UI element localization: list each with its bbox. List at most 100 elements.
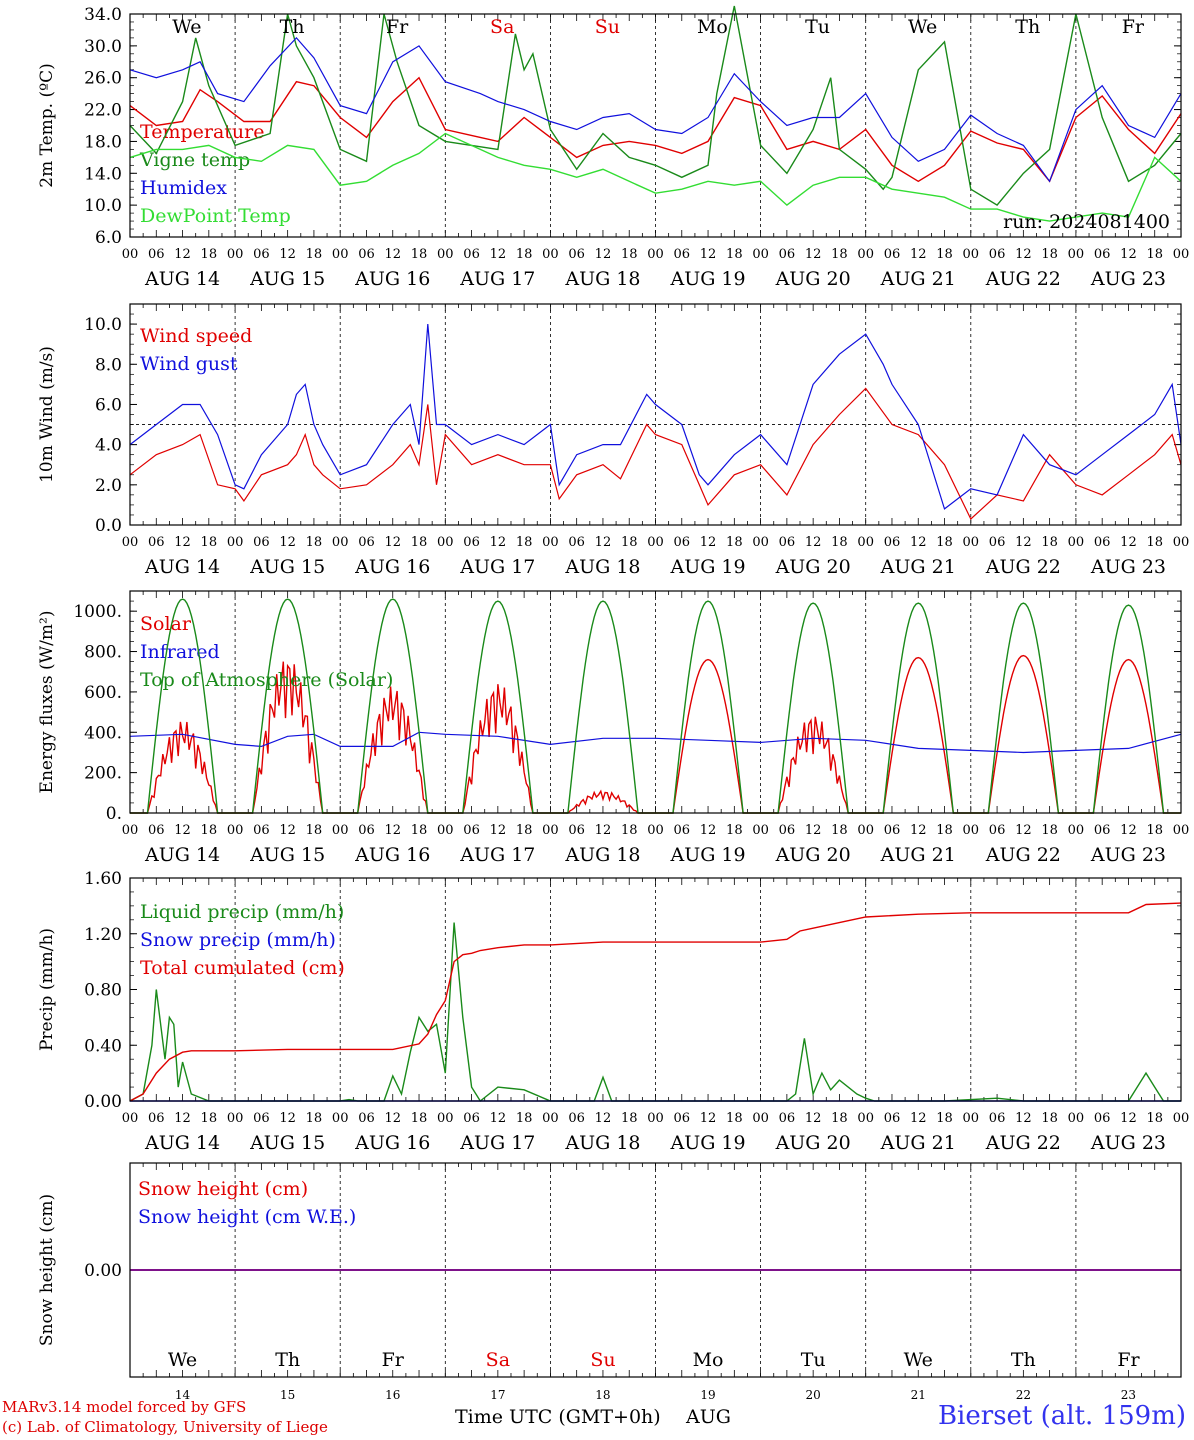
hour-label: 06: [463, 247, 480, 262]
hour-label: 18: [1146, 247, 1163, 262]
hour-label: 06: [989, 823, 1006, 838]
hour-label: 00: [1173, 1111, 1190, 1126]
hour-label: 00: [542, 1111, 559, 1126]
hour-label: 18: [726, 1111, 743, 1126]
hour-label: 06: [358, 1111, 375, 1126]
weekday-label: Th: [1011, 1349, 1036, 1371]
date-label: AUG 20: [775, 1132, 851, 1154]
date-label: AUG 22: [985, 556, 1061, 578]
y-tick-label: 8.0: [95, 355, 122, 375]
hour-label: 18: [411, 535, 428, 550]
date-label: AUG 18: [564, 556, 640, 578]
hour-label: 18: [726, 535, 743, 550]
hour-label: 00: [963, 823, 980, 838]
hour-label: 12: [490, 535, 507, 550]
hour-label: 12: [384, 823, 401, 838]
hour-label: 18: [1041, 535, 1058, 550]
hour-label: 06: [884, 1111, 901, 1126]
hour-label: 12: [1015, 1111, 1032, 1126]
hour-label: 12: [1015, 247, 1032, 262]
hour-label: 12: [279, 247, 296, 262]
weekday-label: Tu: [801, 1349, 826, 1371]
hour-label: 06: [148, 1111, 165, 1126]
day-number-label: 18: [595, 1388, 610, 1402]
date-label: AUG 17: [459, 268, 535, 290]
legend-entry: Temperature: [140, 121, 264, 143]
hour-label: 18: [1041, 823, 1058, 838]
hour-label: 00: [963, 535, 980, 550]
hour-label: 12: [384, 247, 401, 262]
y-tick-label: 0.80: [84, 981, 122, 1001]
hour-label: 12: [805, 823, 822, 838]
panel-frame: [129, 303, 1182, 526]
hour-label: 06: [148, 247, 165, 262]
hour-label: 00: [437, 1111, 454, 1126]
weekday-label: Sa: [490, 16, 514, 38]
panel-frame: [129, 1162, 1182, 1378]
date-label: AUG 19: [669, 844, 745, 866]
day-number-label: 20: [806, 1388, 821, 1402]
hour-label: 18: [621, 1111, 638, 1126]
date-label: AUG 23: [1090, 1132, 1166, 1154]
panel-2: 0.0 2.0 4.0 6.0 8.0 10.0 10m Wind (m/s) Wind sp…: [37, 303, 1189, 578]
y-tick-label: 200.: [84, 764, 122, 784]
hour-label: 00: [437, 247, 454, 262]
hour-label: 06: [884, 535, 901, 550]
hour-label: 12: [910, 823, 927, 838]
y-tick-label: 1000.: [73, 602, 122, 622]
date-label: AUG 15: [249, 844, 325, 866]
hour-label: 00: [542, 535, 559, 550]
y-tick-label: 0.0: [95, 516, 122, 536]
hour-label: 06: [253, 1111, 270, 1126]
weekday-label: We: [172, 16, 201, 38]
panel-3: 0. 200. 400. 600. 800. 1000. Energy fluxes (W/…: [37, 590, 1189, 866]
hour-label: 12: [279, 1111, 296, 1126]
y-axis-label: 10m Wind (m/s): [37, 346, 57, 483]
legend-entry: Solar: [140, 613, 192, 635]
panel-frame: [129, 877, 1182, 1102]
hour-label: 06: [253, 247, 270, 262]
y-tick-label: 0.00: [84, 1092, 122, 1112]
hour-label: 06: [1094, 247, 1111, 262]
hour-label: 06: [568, 1111, 585, 1126]
hour-label: 00: [752, 535, 769, 550]
weekday-label: Th: [280, 16, 305, 38]
date-label: AUG 16: [354, 268, 430, 290]
hour-label: 06: [568, 535, 585, 550]
hour-label: 18: [936, 247, 953, 262]
hour-label: 12: [174, 247, 191, 262]
hour-label: 18: [201, 247, 218, 262]
hour-label: 18: [306, 823, 323, 838]
panel-5: 0.00 Snow height (cm) Snow height (cm) Snow…: [37, 1162, 1182, 1402]
date-label: AUG 20: [775, 844, 851, 866]
hour-label: 06: [463, 535, 480, 550]
date-label: AUG 14: [144, 268, 220, 290]
date-label: AUG 21: [880, 556, 956, 578]
date-label: AUG 23: [1090, 844, 1166, 866]
hour-label: 00: [857, 247, 874, 262]
day-number-label: 21: [911, 1388, 926, 1402]
legend-entry: Snow height (cm W.E.): [138, 1206, 356, 1228]
hour-label: 18: [621, 535, 638, 550]
legend-entry: Liquid precip (mm/h): [140, 901, 344, 923]
y-tick-label: 400.: [84, 723, 122, 743]
hour-label: 18: [936, 535, 953, 550]
legend-entry: Infrared: [140, 641, 220, 663]
hour-label: 00: [963, 247, 980, 262]
hour-label: 00: [963, 1111, 980, 1126]
series-line: [129, 5, 1182, 207]
hour-label: 06: [989, 535, 1006, 550]
series-line: [129, 76, 1182, 183]
y-tick-label: 800.: [84, 643, 122, 663]
hour-label: 06: [1094, 823, 1111, 838]
hour-label: 00: [1068, 535, 1085, 550]
hour-label: 06: [779, 535, 796, 550]
hour-label: 12: [279, 535, 296, 550]
hour-label: 18: [726, 823, 743, 838]
hour-label: 00: [437, 823, 454, 838]
hour-label: 18: [411, 1111, 428, 1126]
hour-label: 06: [989, 1111, 1006, 1126]
hour-label: 12: [1120, 823, 1137, 838]
hour-label: 06: [779, 1111, 796, 1126]
series-line: [129, 132, 1182, 222]
